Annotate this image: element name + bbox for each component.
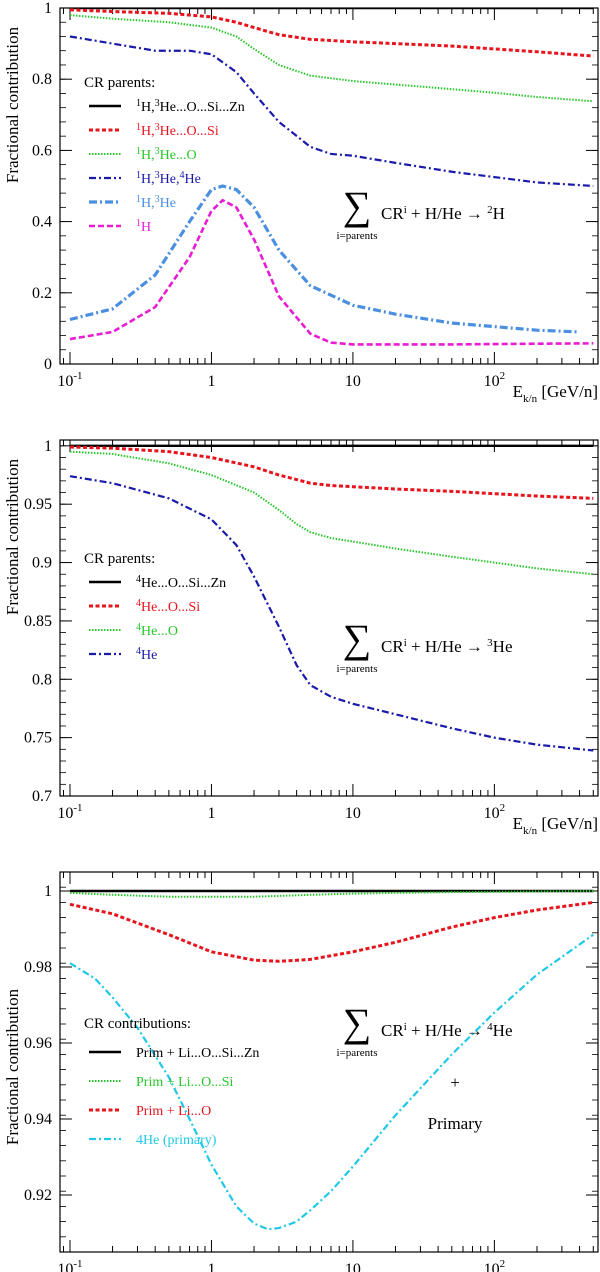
legend-title: CR contributions: (84, 1016, 191, 1032)
legend: CR parents: 1H,3He...O...Si...Zn 1H,3He...… (84, 75, 245, 235)
legend-entry-label: 1H,3He...O...Si (136, 122, 219, 140)
series-line-6 (69, 198, 594, 346)
x-tick-label: 10-1 (57, 1258, 82, 1272)
y-tick-label: 1 (44, 438, 52, 455)
x-tick-label: 1 (207, 1261, 215, 1272)
legend-entry-label: Prim + Li...O (136, 1104, 211, 1119)
x-tick-label: 102 (484, 370, 506, 390)
x-tick-label: 10-1 (57, 370, 82, 390)
sum-subscript: i=parents (336, 1047, 377, 1059)
legend-entry-label: 4He...O (136, 622, 178, 640)
series-line-3 (69, 14, 594, 103)
x-axis-title: Ek/n [GeV/n] (513, 1270, 598, 1272)
sum-symbol: ∑ (343, 616, 372, 661)
reaction-formula: ∑ i=parents CRi + H/He → 2H (336, 183, 504, 242)
x-tick-label: 1 (207, 373, 215, 390)
formula-text: CRi + H/He → 4He (381, 1021, 513, 1040)
series-line-4 (69, 475, 594, 752)
plus-sign: + (450, 1073, 460, 1092)
series-line-3 (69, 900, 594, 963)
plot-frame (59, 871, 599, 1253)
x-axis-title: Ek/n [GeV/n] (513, 814, 598, 837)
legend-entry-label: 4He (primary) (136, 1133, 217, 1148)
y-tick-label: 0.9 (32, 555, 52, 572)
y-axis-title: Fractional contribution (3, 988, 22, 1145)
formula-text: CRi + H/He → 2H (381, 204, 505, 223)
x-axis-title: Ek/n [GeV/n] (513, 382, 598, 405)
chart-panel-2: 10-1 1 10 102 0.7 0.75 0.8 0.85 0.9 0.95 1 Fraction… (3, 438, 599, 837)
legend-entry-label: 4He...O...Si (136, 598, 200, 616)
legend-entry-label: 4He (136, 646, 157, 664)
formula-text: CRi + H/He → 3He (381, 637, 513, 656)
legend-entry-label: 1H (136, 218, 151, 236)
y-tick-label: 0 (44, 356, 52, 373)
y-tick-label: 0.85 (24, 613, 52, 630)
y-tick-label: 1 (44, 0, 52, 17)
legend-title: CR parents: (84, 75, 155, 91)
series-line-4 (69, 35, 594, 188)
y-tick-label: 0.7 (32, 788, 52, 805)
reaction-formula: ∑ i=parents CRi + H/He → 4He + Primary (336, 1000, 512, 1133)
y-axis-title: Fractional contribution (3, 26, 22, 183)
y-tick-label: 0.95 (24, 496, 52, 513)
legend: CR parents: 4He...O...Si...Zn 4He...O...Si… (84, 551, 226, 663)
legend-title: CR parents: (84, 551, 155, 567)
x-tick-label: 10 (345, 1261, 361, 1272)
legend-entry-label: 1H,3He...O (136, 146, 197, 164)
legend: CR contributions: Prim + Li...O...Si...Zn… (84, 1016, 259, 1148)
sum-symbol: ∑ (343, 1000, 372, 1045)
y-tick-label: 0.94 (24, 1111, 52, 1128)
sum-subscript: i=parents (336, 663, 377, 675)
y-tick-label: 0.8 (32, 671, 52, 688)
series-line-3 (69, 450, 594, 576)
x-tick-label: 10 (345, 373, 361, 390)
x-tick-label: 102 (484, 1258, 506, 1272)
y-tick-label: 0.96 (24, 1035, 52, 1052)
x-tick-label: 1 (207, 805, 215, 822)
y-tick-label: 1 (44, 883, 52, 900)
x-tick-label: 10-1 (57, 802, 82, 822)
x-tick-label: 102 (484, 802, 506, 822)
y-tick-label: 0.4 (32, 214, 52, 231)
chart-panel-3: 10-1 1 10 102 0.92 0.94 0.96 0.98 1 Fractional co… (3, 871, 599, 1272)
y-tick-label: 0.6 (32, 142, 52, 159)
y-tick-label: 0.75 (24, 730, 52, 747)
legend-entry-label: Prim + Li...O...Si...Zn (136, 1046, 259, 1061)
legend-entry-label: 4He...O...Si...Zn (136, 574, 226, 592)
reaction-formula: ∑ i=parents CRi + H/He → 3He (336, 616, 512, 675)
primary-label: Primary (428, 1114, 483, 1133)
legend-entry-label: 1H,3He,4He (136, 170, 201, 188)
plot-frame (59, 439, 599, 797)
series-line-5 (69, 184, 580, 334)
chart-panel-1: 10-1 1 10 102 0 0.2 0.4 0.6 0.8 1 Fractional contr… (3, 0, 599, 405)
legend-entry-label: 1H,3He...O...Si...Zn (136, 98, 245, 116)
y-axis-title: Fractional contribution (3, 458, 22, 615)
y-tick-label: 0.92 (24, 1187, 52, 1204)
series-line-2 (69, 890, 594, 898)
series-line-2 (69, 8, 594, 58)
x-tick-label: 10 (345, 805, 361, 822)
series-line-2 (69, 445, 594, 500)
legend-entry-label: 1H,3He (136, 194, 176, 212)
sum-subscript: i=parents (336, 230, 377, 242)
sum-symbol: ∑ (343, 183, 372, 228)
y-tick-label: 0.2 (32, 285, 52, 302)
legend-entry-label: Prim + Li...O...Si (136, 1075, 233, 1090)
y-tick-label: 0.8 (32, 71, 52, 88)
y-tick-label: 0.98 (24, 959, 52, 976)
